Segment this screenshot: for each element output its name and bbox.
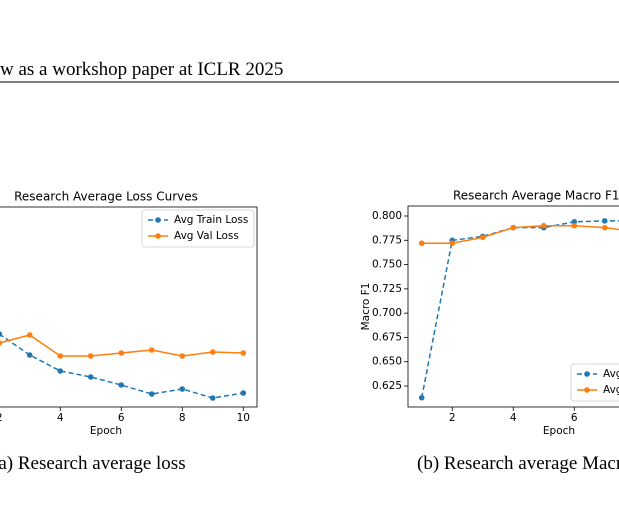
data-point [240, 390, 247, 396]
data-point [118, 382, 125, 388]
x-tick-label: 4 [57, 412, 64, 424]
legend-box [141, 209, 255, 248]
legend-marker [584, 387, 590, 393]
x-tick-label: 6 [571, 412, 578, 424]
data-point [118, 350, 125, 356]
legend-marker [584, 371, 590, 377]
data-point [0, 340, 3, 346]
y-tick-label: 0.725 [372, 283, 402, 295]
legend-label: Avg Train F1 [603, 368, 619, 380]
data-point [57, 368, 64, 374]
y-tick-label: 0.650 [372, 356, 402, 368]
legend-marker [155, 233, 161, 239]
data-point [57, 353, 64, 359]
data-point [418, 394, 425, 401]
data-point [601, 218, 608, 224]
x-tick-label: 2 [449, 412, 456, 424]
data-point [148, 347, 155, 353]
data-point [87, 374, 94, 380]
x-tick-label: 4 [510, 412, 517, 424]
data-point [179, 353, 186, 359]
x-tick-label: 2 [0, 412, 3, 424]
x-tick-label: 6 [118, 412, 125, 424]
x-tick-label: 8 [179, 412, 186, 424]
legend-label: Avg Train Loss [174, 214, 248, 226]
x-tick-label: 10 [237, 412, 250, 424]
chart-title: Research Average Macro F1 Curves [453, 189, 619, 203]
legend-marker [155, 217, 161, 223]
data-point [87, 353, 94, 359]
data-point [179, 386, 186, 392]
y-tick-label: 0.675 [372, 331, 402, 343]
data-point [418, 240, 425, 247]
data-point [26, 332, 33, 338]
y-tick-label: 0.800 [372, 210, 402, 222]
data-point [449, 240, 456, 247]
data-point [0, 331, 3, 337]
running-header: w as a workshop paper at ICLR 2025 [0, 59, 283, 80]
y-tick-label: 0.625 [372, 380, 402, 392]
x-axis-label: Epoch [543, 425, 575, 437]
data-point [209, 395, 216, 401]
chart-title: Research Average Loss Curves [14, 190, 198, 204]
x-axis-label: Epoch [90, 425, 122, 437]
chart: Research Average Loss Curves Epoch 2 4 6 8 10 A… [0, 190, 258, 437]
legend-label: Avg Val Loss [174, 230, 239, 242]
y-tick-label: 0.750 [372, 259, 402, 271]
data-point [26, 352, 33, 358]
data-point [540, 222, 547, 229]
data-point [240, 350, 247, 356]
data-point [571, 219, 578, 225]
data-point [571, 222, 578, 229]
plot-frame [407, 205, 619, 408]
y-tick-label: 0.775 [372, 234, 402, 246]
caption: (b) Research average Macro F1 [417, 453, 619, 474]
y-tick-label: 0.700 [372, 307, 402, 319]
series-line [421, 224, 619, 244]
plot-frame [0, 206, 258, 408]
data-point [601, 224, 608, 231]
data-point [209, 349, 216, 355]
legend-box [570, 363, 619, 402]
chart: Research Average Macro F1 Curves Epoch Mac… [360, 189, 619, 437]
series-line [0, 333, 244, 399]
caption: (a) Research average loss [0, 453, 186, 474]
data-point [148, 391, 155, 397]
legend-label: Avg Val F1 [603, 384, 619, 396]
data-point [510, 224, 517, 231]
data-point [479, 234, 486, 241]
y-axis-label: Macro F1 [360, 283, 372, 331]
